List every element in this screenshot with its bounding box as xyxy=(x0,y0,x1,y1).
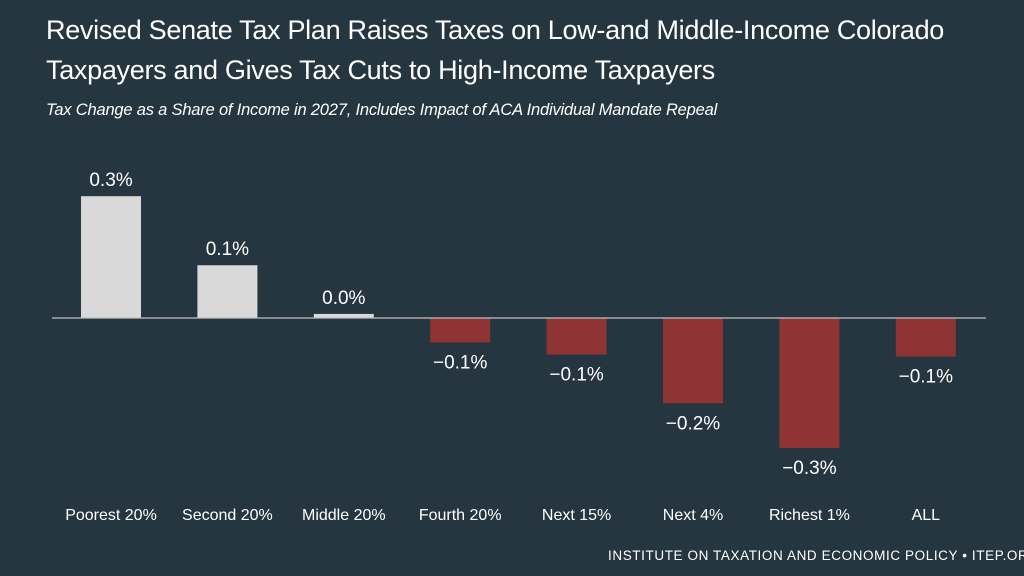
x-tick-label-6: Next 4% xyxy=(663,507,723,524)
bar-3 xyxy=(313,313,374,318)
x-tick-label-4: Fourth 20% xyxy=(419,507,502,524)
chart-title: Revised Senate Tax Plan Raises Taxes on … xyxy=(46,15,945,85)
data-label-2: 0.1% xyxy=(206,239,249,260)
data-label-3: 0.0% xyxy=(322,288,365,309)
x-tick-label-3: Middle 20% xyxy=(302,507,386,524)
bar-1 xyxy=(81,196,141,318)
data-label-7: −0.3% xyxy=(782,458,837,479)
x-tick-label-5: Next 15% xyxy=(542,507,611,524)
bar-4 xyxy=(430,318,491,343)
data-label-6: −0.2% xyxy=(666,413,721,434)
chart-subtitle: Tax Change as a Share of Income in 2027,… xyxy=(46,101,718,119)
data-label-1: 0.3% xyxy=(89,170,132,191)
x-tick-label-2: Second 20% xyxy=(182,507,273,524)
x-tick-label-7: Richest 1% xyxy=(769,507,850,524)
x-tick-label-8: ALL xyxy=(912,507,941,524)
bar-2 xyxy=(197,265,258,318)
bar-6 xyxy=(663,318,723,404)
x-tick-label-1: Poorest 20% xyxy=(65,507,157,524)
bar-8 xyxy=(895,318,956,357)
data-label-5: −0.1% xyxy=(549,365,604,386)
bar-7 xyxy=(779,318,840,448)
data-label-4: −0.1% xyxy=(433,352,488,373)
data-label-8: −0.1% xyxy=(899,367,954,388)
bar-5 xyxy=(546,318,607,355)
footer-credit: INSTITUTE ON TAXATION AND ECONOMIC POLIC… xyxy=(608,548,1024,563)
